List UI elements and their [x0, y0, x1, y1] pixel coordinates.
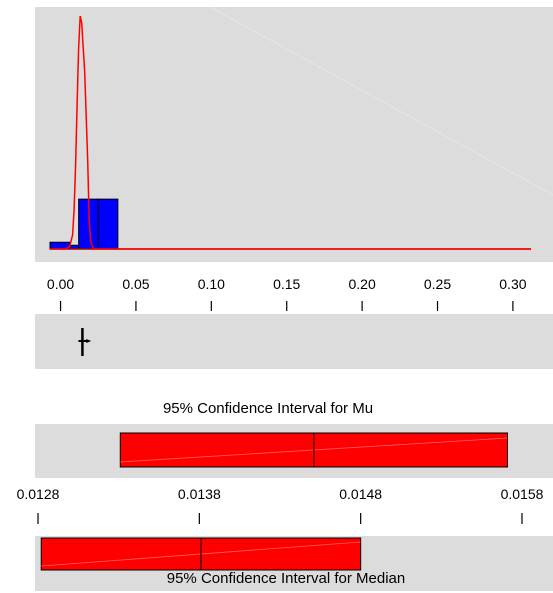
interval-x-axis: 0.0128 0.0138 0.0148 0.0158	[17, 486, 544, 524]
histogram-x-tick-label: 0.15	[273, 276, 300, 292]
boxplot-panel	[35, 314, 553, 369]
interval-x-tick-label: 0.0138	[178, 486, 221, 502]
median-interval-title: 95% Confidence Interval for Median	[167, 570, 405, 587]
histogram-panel	[35, 7, 553, 262]
histogram-x-tick-label: 0.30	[499, 276, 526, 292]
histogram-x-tick-label: 0.25	[424, 276, 451, 292]
interval-x-tick-label: 0.0148	[339, 486, 382, 502]
histogram-x-tick-label: 0.00	[47, 276, 74, 292]
histogram-bar	[97, 198, 119, 250]
histogram-x-tick-label: 0.05	[122, 276, 149, 292]
interval-x-tick-label: 0.0128	[17, 486, 60, 502]
interval-x-tick-label: 0.0158	[501, 486, 544, 502]
density-curve	[50, 15, 531, 250]
boxplot-outlier	[86, 339, 92, 343]
boxplot	[78, 328, 92, 356]
histogram-x-tick-label: 0.10	[198, 276, 225, 292]
panel-sheen-line	[209, 6, 553, 196]
mu-interval-title: 95% Confidence Interval for Mu	[163, 400, 373, 417]
histogram-x-axis: 0.00 0.05 0.10 0.15 0.20 0.25 0.30	[47, 276, 527, 311]
histogram-x-tick-label: 0.20	[348, 276, 375, 292]
